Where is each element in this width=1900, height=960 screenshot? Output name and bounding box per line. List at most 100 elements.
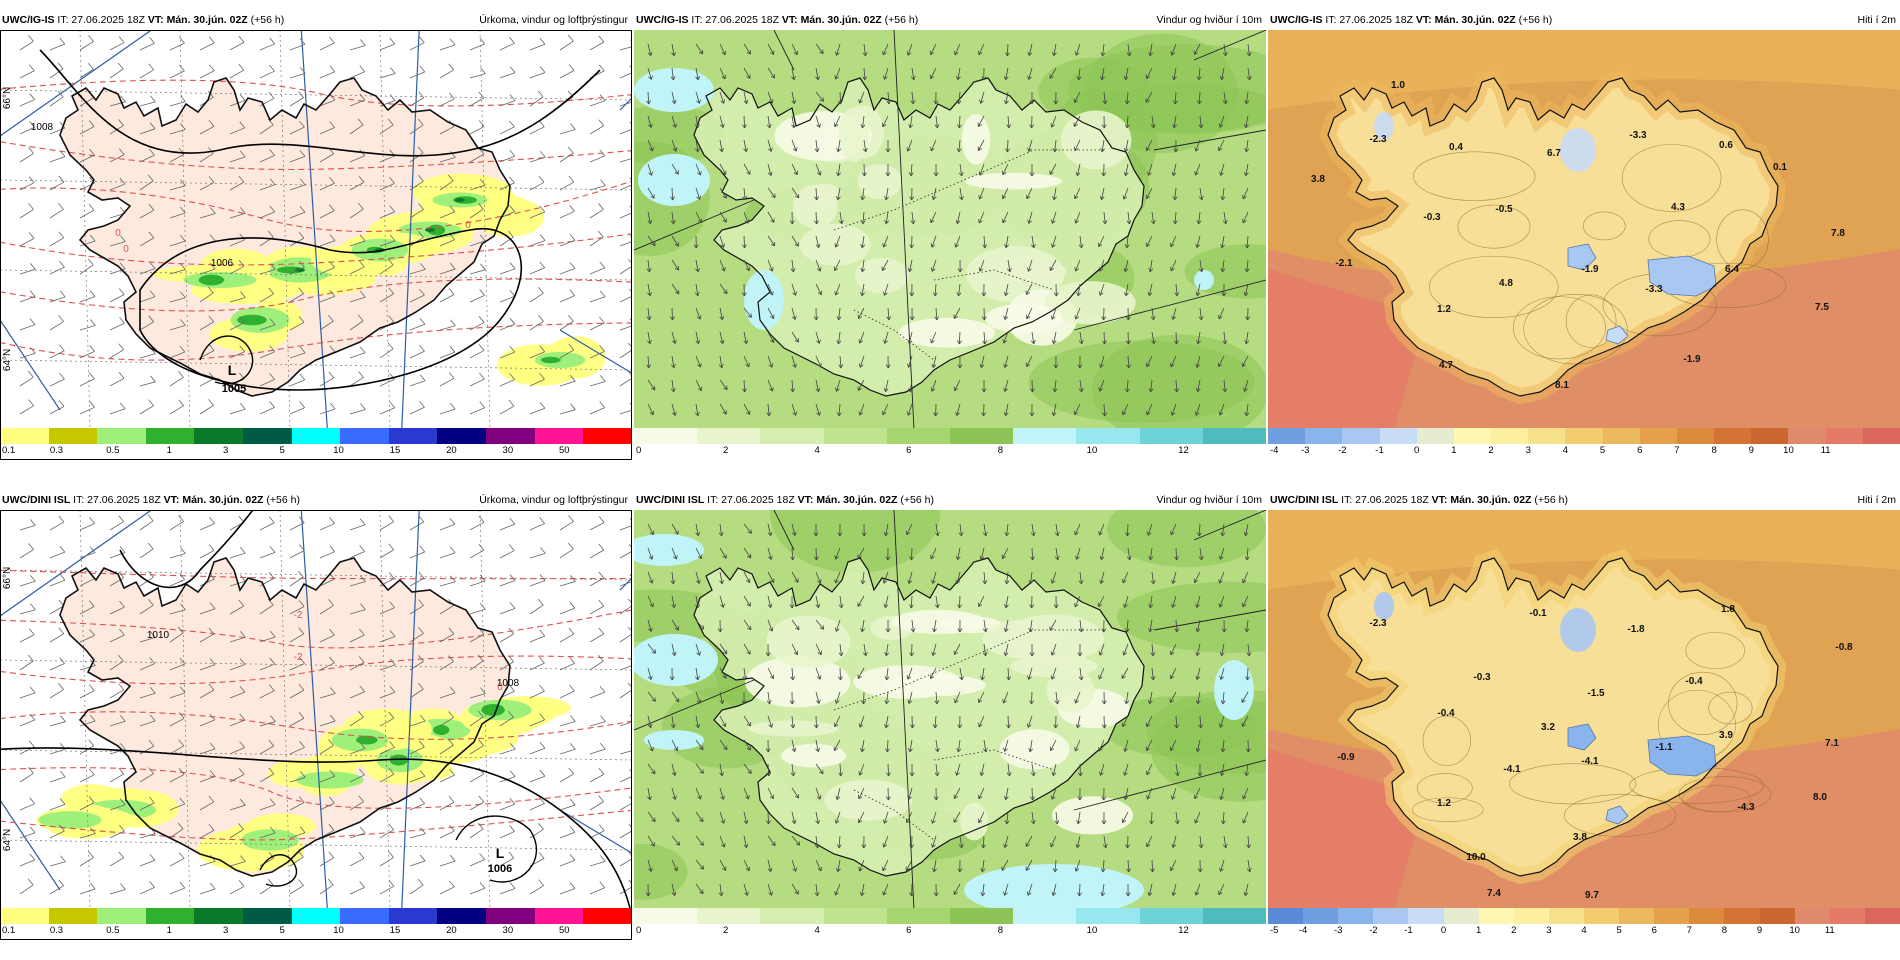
cold-area [1560, 128, 1596, 172]
legend-label: 4 [815, 925, 820, 937]
panel-header: UWC/IG-IS IT: 27.06.2025 18Z VT: Mán. 30… [634, 10, 1266, 30]
legend-label: 0 [1441, 925, 1446, 937]
valid-time-label: VT: [1432, 494, 1448, 506]
legend-swatch [634, 428, 697, 444]
temperature-label: 0.4 [1449, 142, 1463, 153]
contour-label: 1006 [211, 258, 234, 269]
legend-swatch [194, 908, 243, 924]
temperature-label: -0.5 [1495, 204, 1513, 215]
temperature-label: -0.3 [1423, 212, 1441, 223]
legend-swatch [340, 908, 389, 924]
legend-label: -4 [1270, 445, 1278, 457]
legend-swatch [1689, 908, 1724, 924]
run-info: UWC/DINI ISL IT: 27.06.2025 18Z VT: Mán.… [636, 490, 934, 510]
legend-swatch [1076, 428, 1139, 444]
temperature-label: 8.1 [1555, 380, 1569, 391]
map-canvas: L100510081006100600066°N64°N [0, 30, 632, 428]
legend-label: 1 [1476, 925, 1481, 937]
contour-label: 0 [497, 682, 503, 693]
legend-swatch [97, 428, 146, 444]
legend-label: 8 [998, 925, 1003, 937]
legend-swatch [389, 908, 438, 924]
legend-swatch [486, 428, 535, 444]
legend-label: 12 [1178, 925, 1189, 937]
legend-label: 3 [1526, 445, 1531, 457]
cold-area [1560, 608, 1596, 652]
legend-label: 30 [503, 925, 514, 937]
init-time: IT: 27.06.2025 18Z [1325, 14, 1413, 26]
lead-time: (+56 h) [885, 14, 919, 26]
legend-swatch [243, 428, 292, 444]
legend-label: 0.1 [2, 925, 15, 937]
legend-label: 0.3 [50, 445, 63, 457]
legend-label: 7 [1674, 445, 1679, 457]
forecast-panel-tr: UWC/IG-IS IT: 27.06.2025 18Z VT: Mán. 30… [1268, 10, 1900, 480]
temperature-label: 4.8 [1499, 278, 1513, 289]
legend-swatch [1479, 908, 1514, 924]
forecast-panel-bm: UWC/DINI ISL IT: 27.06.2025 18Z VT: Mán.… [634, 490, 1266, 960]
legend-swatch [1305, 428, 1342, 444]
legend-swatch [1373, 908, 1408, 924]
legend-label: 7 [1687, 925, 1692, 937]
legend-swatch [583, 428, 632, 444]
legend-swatch [389, 428, 438, 444]
contour-label: 1008 [31, 122, 54, 133]
legend-label: 9 [1749, 445, 1754, 457]
model-name: UWC/DINI ISL [636, 494, 704, 506]
valid-time: Mán. 30.jún. 02Z [1450, 494, 1531, 506]
legend-label: 2 [1511, 925, 1516, 937]
temperature-label: -2.3 [1369, 134, 1387, 145]
legend-swatch [1619, 908, 1654, 924]
legend-label: 2 [723, 445, 728, 457]
temperature-label: 7.8 [1831, 228, 1845, 239]
legend-label: 12 [1178, 445, 1189, 457]
map-wind [634, 30, 1266, 428]
temperature-label: 3.9 [1719, 730, 1733, 741]
legend-swatch [146, 428, 195, 444]
legend-label: 11 [1825, 925, 1835, 937]
panel-title: Hiti í 2m [1857, 10, 1896, 30]
legend-swatch [1417, 428, 1454, 444]
legend-label: -2 [1338, 445, 1346, 457]
legend-label: 10 [333, 925, 344, 937]
legend-swatch [1654, 908, 1689, 924]
model-name: UWC/DINI ISL [2, 494, 70, 506]
legend-swatch [1760, 908, 1795, 924]
temperature-label: -3.3 [1629, 130, 1647, 141]
legend-label: 10 [1087, 445, 1098, 457]
temperature-label: 7.5 [1815, 302, 1829, 313]
lead-time: (+56 h) [1534, 494, 1568, 506]
temperature-label: 1.2 [1437, 304, 1451, 315]
temperature-label: -2.3 [1369, 618, 1387, 629]
temperature-label: -4.1 [1581, 756, 1599, 767]
legend-label: 8 [998, 445, 1003, 457]
strong-wind-area [634, 68, 714, 112]
legend-label: 0 [636, 445, 641, 457]
panel-header: UWC/DINI ISL IT: 27.06.2025 18Z VT: Mán.… [0, 490, 632, 510]
legend-swatch [1342, 428, 1379, 444]
legend-swatch [1444, 908, 1479, 924]
legend-swatch [1140, 908, 1203, 924]
temperature-label: 6.7 [1547, 148, 1561, 159]
legend-label: 20 [446, 445, 457, 457]
valid-time-label: VT: [798, 494, 814, 506]
legend-swatch [243, 908, 292, 924]
legend-label: 11 [1821, 445, 1831, 457]
legend-swatch [340, 428, 389, 444]
legend-swatch [292, 908, 341, 924]
temperature-label: -0.1 [1529, 608, 1547, 619]
legend-label: 1 [167, 445, 172, 457]
legend-swatch [1549, 908, 1584, 924]
legend-swatch [824, 908, 887, 924]
legend-label: -1 [1375, 445, 1383, 457]
legend-swatch [1724, 908, 1759, 924]
legend-label: -2 [1369, 925, 1377, 937]
temperature-label: -4.3 [1737, 802, 1755, 813]
legend-label: -5 [1270, 925, 1278, 937]
